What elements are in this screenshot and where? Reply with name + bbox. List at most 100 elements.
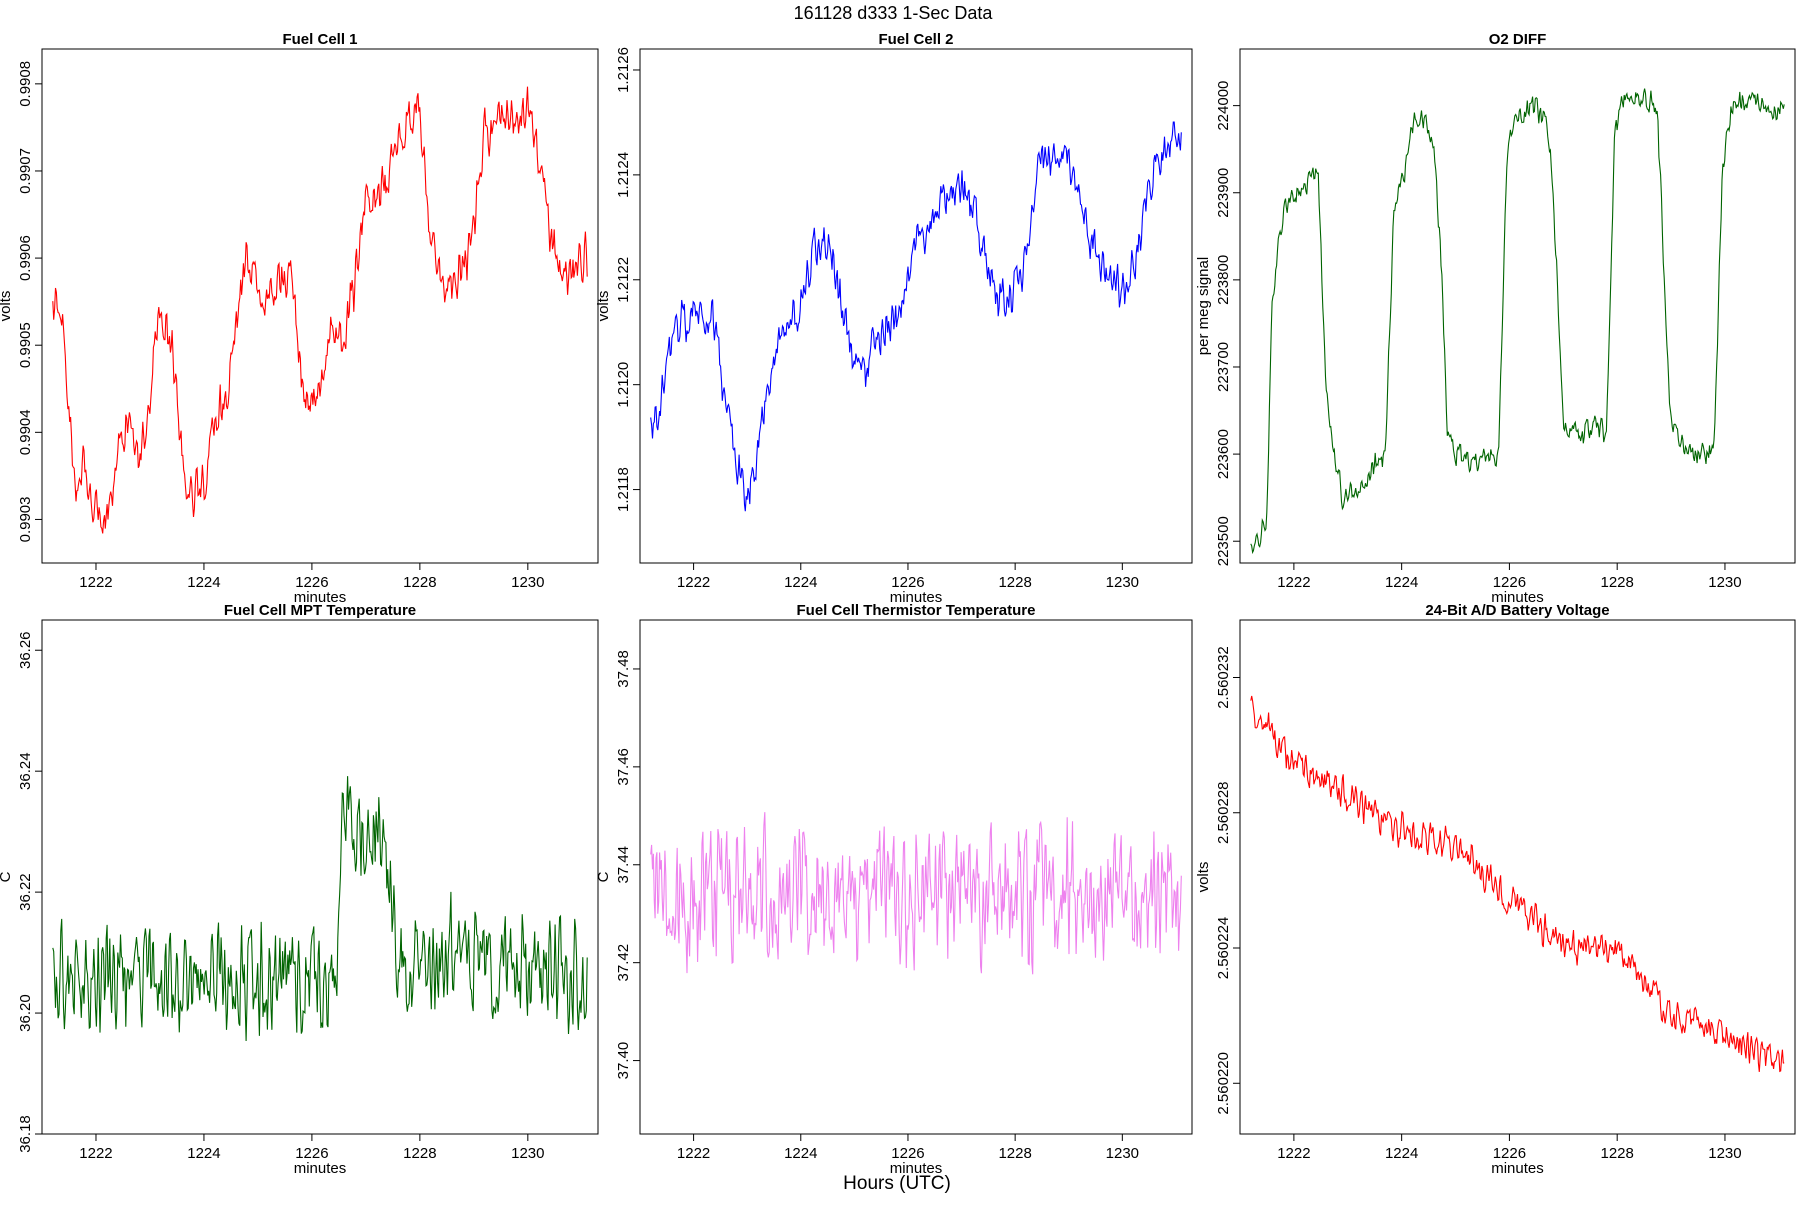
- y-tick-label: 0.9907: [17, 148, 34, 194]
- y-tick-label: 37.48: [615, 650, 632, 688]
- x-tick-label: 1230: [1708, 1145, 1741, 1162]
- x-tick-label: 1230: [1106, 1145, 1139, 1162]
- y-tick-label: 2.560220: [1215, 1052, 1232, 1115]
- x-tick-label: 1224: [784, 574, 817, 591]
- x-tick-label: 1228: [998, 1145, 1031, 1162]
- y-tick-label: 2.560224: [1215, 917, 1232, 980]
- x-tick-label: 1226: [295, 1145, 328, 1162]
- y-tick-label: 36.24: [17, 752, 34, 790]
- y-axis: 223500 223600 223700 223800 223900 224000: [1215, 81, 1241, 566]
- y-tick-label: 223800: [1215, 255, 1232, 305]
- y-tick-label: 1.2124: [615, 152, 632, 198]
- y-axis-label: C: [0, 871, 14, 882]
- x-axis: 1222 1224 1226 1228 1230: [677, 1133, 1139, 1162]
- series-line: [52, 776, 588, 1042]
- y-tick-label: 37.46: [615, 748, 632, 786]
- panel-title: O2 DIFF: [1489, 31, 1547, 48]
- x-tick-label: 1228: [1600, 1145, 1633, 1162]
- y-axis: 37.40 37.42 37.44 37.46 37.48: [615, 650, 641, 1080]
- x-tick-label: 1228: [403, 1145, 436, 1162]
- panel-title: Fuel Cell 1: [282, 31, 357, 48]
- x-tick-label: 1228: [998, 574, 1031, 591]
- x-tick-label: 1222: [79, 574, 112, 591]
- series-line: [52, 86, 588, 534]
- y-axis: 36.18 36.20 36.22 36.24 36.26: [17, 631, 43, 1153]
- x-tick-label: 1224: [187, 574, 220, 591]
- x-tick-label: 1224: [1385, 1145, 1418, 1162]
- y-axis-label: C: [595, 871, 612, 882]
- y-tick-label: 36.18: [17, 1115, 34, 1153]
- chart-panel: Fuel Cell Thermistor Temperature 1222 1224…: [595, 602, 1193, 1177]
- panel-title: Fuel Cell Thermistor Temperature: [797, 602, 1036, 619]
- x-axis-label: minutes: [890, 1160, 943, 1177]
- plot-frame: [41, 48, 599, 564]
- x-tick-label: 1226: [891, 1145, 924, 1162]
- plot-frame: [41, 619, 599, 1135]
- y-tick-label: 223600: [1215, 429, 1232, 479]
- y-tick-label: 223500: [1215, 516, 1232, 566]
- x-axis: 1222 1224 1226 1228 1230: [79, 1133, 545, 1162]
- x-tick-label: 1230: [511, 1145, 544, 1162]
- x-tick-label: 1224: [187, 1145, 220, 1162]
- plot-frame: [639, 619, 1193, 1135]
- x-tick-label: 1222: [79, 1145, 112, 1162]
- chart-panel: O2 DIFF 1222 1224 1226 1228 1230 minutes 223500…: [1195, 31, 1796, 606]
- y-tick-label: 0.9906: [17, 235, 34, 281]
- x-axis-label: minutes: [1491, 1160, 1544, 1177]
- x-axis: 1222 1224 1226 1228 1230: [1277, 562, 1742, 591]
- y-tick-label: 1.2122: [615, 257, 632, 303]
- x-tick-label: 1222: [677, 1145, 710, 1162]
- series-line: [1250, 695, 1785, 1073]
- plot-frame: [639, 48, 1193, 564]
- y-axis-label: per meg signal: [1195, 257, 1212, 355]
- series-line: [650, 812, 1182, 975]
- x-axis: 1222 1224 1226 1228 1230: [79, 562, 545, 591]
- x-axis-label: minutes: [1491, 589, 1544, 606]
- y-tick-label: 37.42: [615, 944, 632, 982]
- y-tick-label: 0.9908: [17, 61, 34, 107]
- y-tick-label: 1.2120: [615, 362, 632, 408]
- x-tick-label: 1226: [1493, 1145, 1526, 1162]
- y-tick-label: 2.560232: [1215, 646, 1232, 709]
- y-tick-label: 37.40: [615, 1042, 632, 1080]
- y-tick-label: 223700: [1215, 342, 1232, 392]
- y-tick-label: 1.2126: [615, 47, 632, 93]
- x-tick-label: 1226: [891, 574, 924, 591]
- x-tick-label: 1222: [677, 574, 710, 591]
- y-tick-label: 0.9904: [17, 409, 34, 455]
- x-axis: 1222 1224 1226 1228 1230: [677, 562, 1139, 591]
- chart-panel: Fuel Cell 2 1222 1224 1226 1228 1230 minutes 1.…: [595, 31, 1193, 606]
- plot-frame: [1239, 619, 1796, 1135]
- x-tick-label: 1226: [1493, 574, 1526, 591]
- y-axis-label: volts: [1195, 862, 1212, 893]
- x-tick-label: 1226: [295, 574, 328, 591]
- panels: Fuel Cell 1 1222 1224 1226 1228 1230 minutes 0.…: [0, 31, 1796, 1177]
- panel-title: 24-Bit A/D Battery Voltage: [1425, 602, 1609, 619]
- chart-panel: Fuel Cell 1 1222 1224 1226 1228 1230 minutes 0.…: [0, 31, 599, 606]
- y-tick-label: 1.2118: [615, 467, 632, 512]
- y-tick-label: 36.22: [17, 873, 34, 911]
- y-tick-label: 36.20: [17, 994, 34, 1032]
- x-axis: 1222 1224 1226 1228 1230: [1277, 1133, 1742, 1162]
- y-tick-label: 0.9903: [17, 496, 34, 542]
- series-line: [1250, 88, 1785, 555]
- y-axis: 0.9903 0.9904 0.9905 0.9906 0.9907 0.9908: [17, 61, 43, 542]
- x-tick-label: 1224: [1385, 574, 1418, 591]
- x-tick-label: 1230: [1708, 574, 1741, 591]
- x-axis-label: minutes: [294, 589, 347, 606]
- x-axis-label: minutes: [294, 1160, 347, 1177]
- y-axis-label: volts: [0, 291, 14, 322]
- x-tick-label: 1222: [1277, 574, 1310, 591]
- x-tick-label: 1230: [1106, 574, 1139, 591]
- x-tick-label: 1224: [784, 1145, 817, 1162]
- y-tick-label: 2.560228: [1215, 781, 1232, 844]
- figure-x-axis-label: Hours (UTC): [843, 1173, 951, 1194]
- figure-title: 161128 d333 1-Sec Data: [794, 3, 994, 23]
- x-tick-label: 1222: [1277, 1145, 1310, 1162]
- y-axis-label: volts: [595, 291, 612, 322]
- x-tick-label: 1230: [511, 574, 544, 591]
